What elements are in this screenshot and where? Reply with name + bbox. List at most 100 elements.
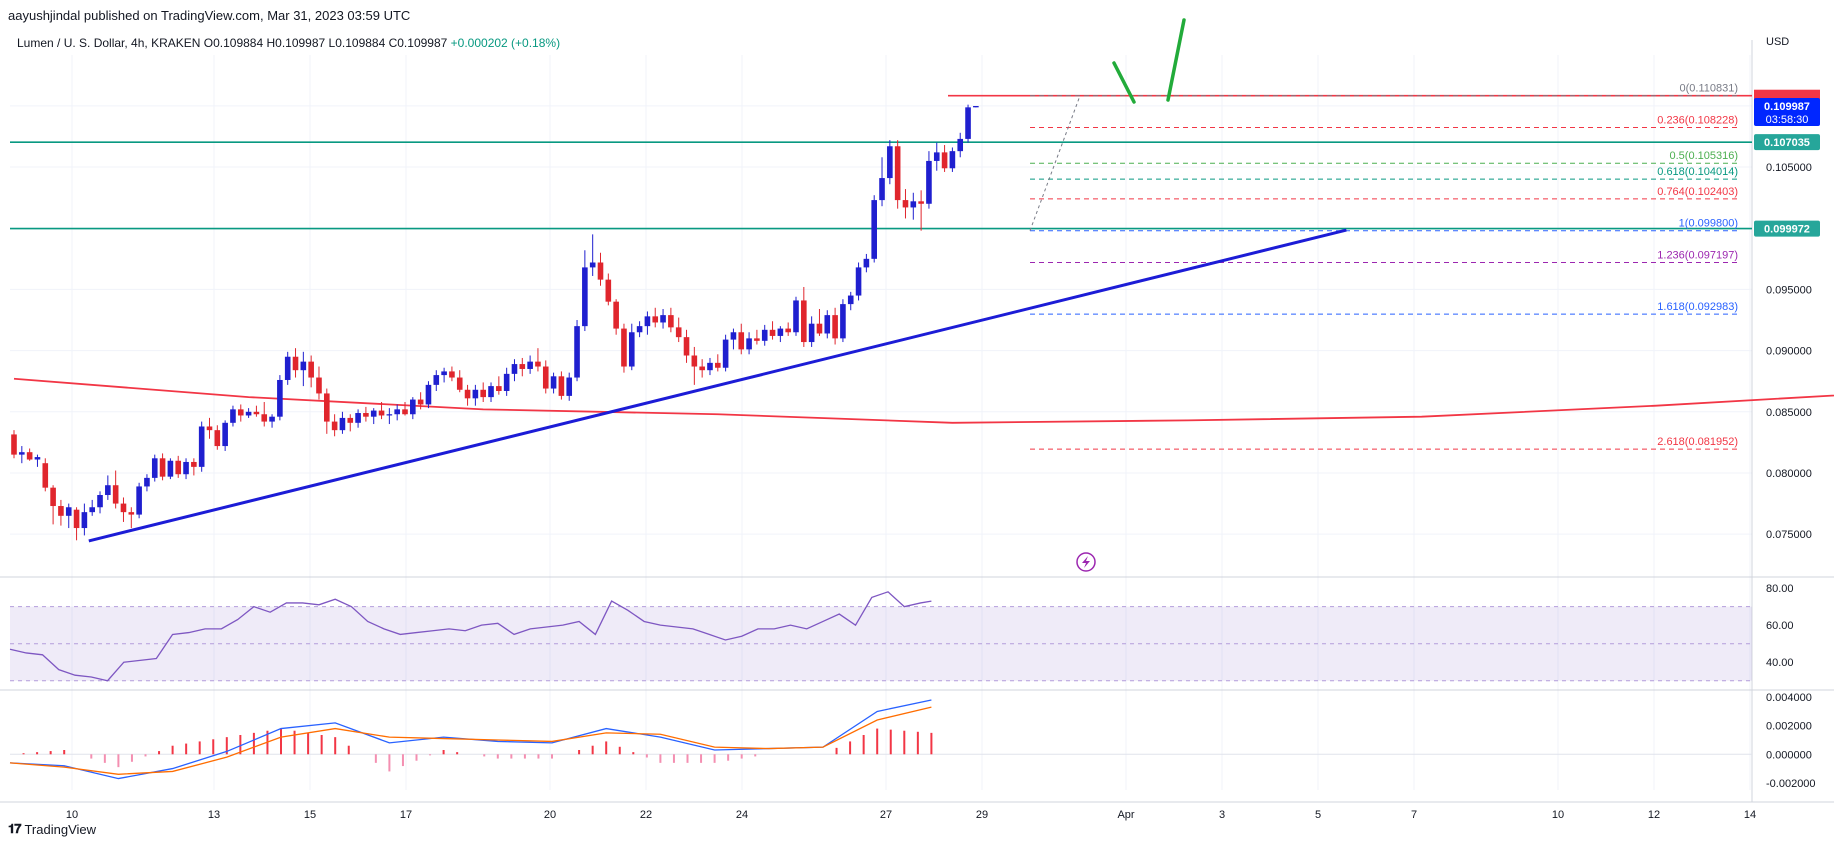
candle-body: [19, 452, 25, 455]
candle-body: [34, 457, 41, 460]
time-tick-label: 17: [400, 809, 412, 821]
price-tick-label: 0.080000: [1766, 468, 1812, 480]
fib-level-label: 0.618(0.104014): [1657, 166, 1738, 178]
candle-body: [832, 315, 838, 339]
candle-body: [699, 366, 705, 371]
candle-body: [292, 356, 299, 371]
price-tick-label: 0.095000: [1766, 284, 1812, 296]
fib-trend-line: [1029, 95, 1081, 231]
candle-body: [441, 371, 447, 376]
symbol-name: Lumen / U. S. Dollar, 4h, KRAKEN: [17, 36, 201, 50]
price-badge: [1754, 98, 1820, 127]
candle-body: [949, 151, 956, 169]
macd-tick-label: 0.000000: [1766, 749, 1812, 761]
candle-body: [816, 323, 823, 334]
fib-level-label: 2.618(0.081952): [1657, 436, 1738, 448]
candle-body: [261, 414, 268, 422]
candle-body: [558, 376, 565, 396]
price-badge-label: 0.107035: [1764, 137, 1810, 149]
flash-icon-ring: [1076, 552, 1096, 572]
candle-body: [183, 461, 189, 475]
rsi-pane: 80.00 60.00 40.00: [9, 583, 1794, 682]
candle-body: [159, 458, 166, 477]
candle-body: [824, 315, 831, 334]
candle-body: [660, 315, 666, 323]
candle-body: [668, 315, 674, 328]
candle-body: [308, 361, 314, 378]
candle-body: [347, 417, 354, 423]
candle-body: [363, 413, 369, 417]
candle-body: [894, 146, 901, 201]
candle-body: [480, 389, 486, 398]
candle-body: [785, 328, 791, 333]
candle-body: [89, 507, 95, 513]
candle-body: [97, 495, 103, 508]
price-badge-countdown: 03:58:30: [1766, 114, 1809, 126]
candle-body: [769, 329, 776, 336]
price-badge: [1754, 134, 1820, 151]
candle-body: [675, 327, 682, 338]
candle-body: [339, 417, 346, 431]
fibonacci-levels: 0(0.110831) 0.236(0.108228) 0.5(0.105316) 0…: [1029, 83, 1740, 450]
candle-body: [222, 422, 228, 447]
candle-body: [722, 339, 729, 368]
candle-body: [65, 507, 72, 516]
candle-body: [965, 107, 971, 139]
candle-body: [26, 452, 33, 460]
candle-body: [652, 316, 659, 323]
flash-icon-bolt: [1082, 556, 1090, 568]
candle-body: [191, 461, 197, 467]
candle-body: [300, 361, 307, 371]
macd-pane: 0.004000 0.002000 0.000000 -0.002000: [9, 692, 1816, 790]
macd-tick-label: 0.002000: [1766, 721, 1812, 733]
candle-body: [151, 458, 158, 478]
candle-body: [926, 160, 932, 204]
ohlc-values: O0.109884 H0.109987 L0.109884 C0.109987: [203, 36, 448, 50]
candle-body: [754, 338, 760, 341]
fib-level-label: 0.5(0.105316): [1670, 150, 1739, 162]
candle-body: [746, 338, 752, 350]
tradingview-logo-icon: 𝟏𝟕: [8, 821, 22, 836]
candle-body: [582, 267, 588, 327]
rsi-line: [9, 591, 932, 682]
rsi-tick-label: 80.00: [1766, 583, 1794, 595]
ascending-trendline: [88, 228, 1347, 543]
candle-body: [738, 332, 745, 350]
candle-body: [527, 361, 533, 369]
candle-body: [105, 485, 111, 496]
change-value: +0.000202 (+0.18%): [450, 36, 561, 50]
candle-body: [496, 386, 502, 391]
time-tick-label: 20: [544, 809, 556, 821]
candle-body: [636, 326, 643, 333]
candle-body: [574, 326, 580, 378]
time-tick-label: 7: [1411, 809, 1417, 821]
candle-body: [793, 300, 799, 333]
candle-body: [918, 201, 924, 204]
fib-level-label: 1.618(0.092983): [1657, 301, 1738, 313]
candle-body: [394, 409, 400, 415]
candle-body: [871, 200, 877, 259]
time-tick-label: 3: [1219, 809, 1225, 821]
macd-tick-label: -0.002000: [1766, 778, 1816, 790]
candle-body: [136, 486, 142, 515]
candle-body: [50, 487, 56, 507]
candle-body: [269, 416, 275, 422]
time-tick-label: 14: [1744, 809, 1756, 821]
candle-body: [144, 477, 150, 487]
candle-body: [402, 409, 408, 415]
candle-body: [761, 329, 768, 341]
tradingview-brand[interactable]: 𝟏𝟕 TradingView: [8, 821, 96, 837]
fib-level-label: 1.236(0.097197): [1657, 250, 1738, 262]
candle-body: [284, 356, 291, 380]
candle-body: [941, 152, 948, 169]
rsi-tick-label: 40.00: [1766, 657, 1794, 669]
candle-body: [449, 371, 455, 378]
candle-body: [855, 267, 862, 296]
candle-body: [425, 384, 432, 405]
candle-body: [167, 460, 174, 477]
candle-body: [542, 366, 549, 389]
time-tick-label: 27: [880, 809, 892, 821]
candle-body: [605, 279, 612, 302]
macd-tick-label: 0.004000: [1766, 692, 1812, 704]
